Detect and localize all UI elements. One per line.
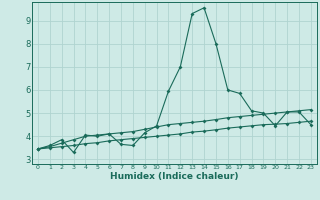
X-axis label: Humidex (Indice chaleur): Humidex (Indice chaleur) <box>110 172 239 181</box>
